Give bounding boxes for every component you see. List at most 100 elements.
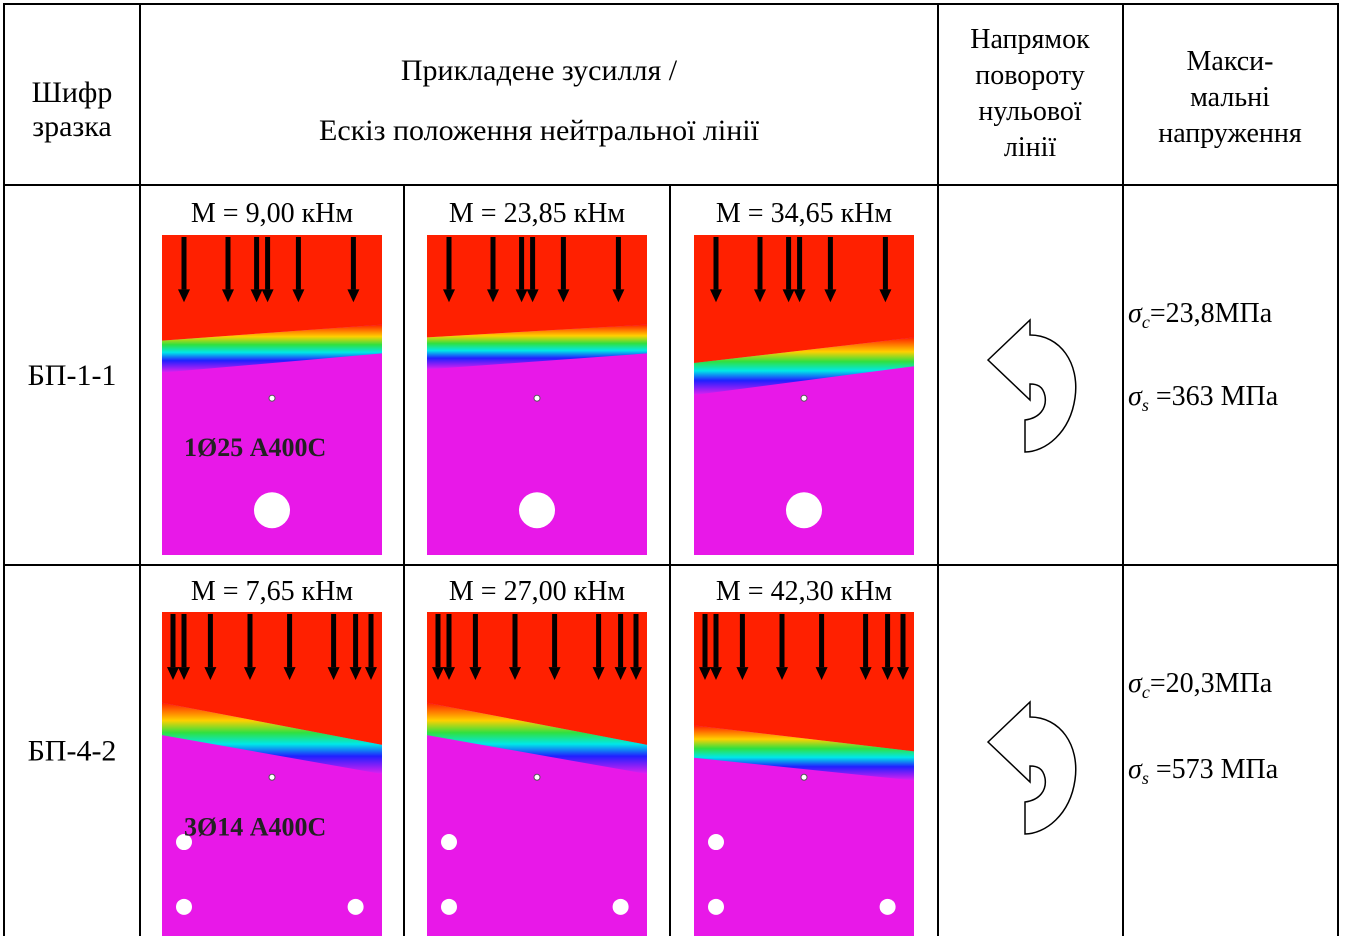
stress-symbol: σ: [1128, 668, 1143, 699]
arrow-head: [509, 667, 521, 681]
stress-image: [427, 612, 647, 936]
neutral-band: [694, 337, 914, 395]
arrow-head: [327, 667, 340, 681]
rebar: [786, 492, 822, 529]
arrow-head: [710, 289, 722, 303]
arrow-head: [283, 667, 296, 681]
grid: [3, 3, 1339, 936]
arrow-head: [204, 667, 217, 681]
arrow-head: [167, 667, 179, 681]
neutral-band: [427, 702, 647, 774]
arrow-head: [178, 289, 190, 303]
arrow-head: [897, 667, 909, 681]
neutral-band: [162, 702, 382, 774]
arrow-head: [347, 289, 360, 303]
moment-label: M = 27,00 кНм: [449, 576, 626, 607]
stress-value: =23,8МПа: [1150, 298, 1273, 329]
rebar: [708, 834, 724, 851]
arrow-head: [349, 667, 362, 681]
stress-symbol: σ: [1128, 754, 1143, 785]
arrow-head: [250, 289, 263, 303]
specimen-code: БП-1-1: [28, 359, 117, 392]
centroid: [268, 394, 276, 402]
stress-image: 3Ø14 А400С: [162, 612, 382, 936]
arrow-head: [222, 289, 234, 303]
arrow-head: [754, 289, 766, 303]
arrow-head: [699, 667, 711, 681]
arrow-head: [443, 667, 455, 681]
stress-image: 1Ø25 А400С: [162, 235, 382, 555]
header-text: Шифр: [32, 76, 113, 109]
centroid: [800, 773, 808, 781]
stress-image: [694, 612, 914, 936]
header-text: нульової: [978, 96, 1082, 127]
arrow-head: [736, 667, 749, 681]
max-stress: σc=20,3МПа: [1128, 668, 1273, 702]
arrow-head: [178, 667, 190, 681]
arrow-head: [815, 667, 828, 681]
arrow-head: [443, 289, 455, 303]
arrow-head: [557, 289, 570, 303]
neutral-band: [694, 725, 914, 781]
arrow-head: [782, 289, 795, 303]
stress-value: =363 МПа: [1149, 381, 1279, 412]
arrow-head: [793, 289, 806, 303]
stress-subscript: c: [1142, 312, 1150, 332]
specimen-code: БП-4-2: [28, 735, 117, 768]
arrow-head: [469, 667, 482, 681]
arrow-head: [630, 667, 642, 681]
stress-value: =573 МПа: [1149, 754, 1279, 785]
reinforcement-label: 1Ø25 А400С: [184, 433, 326, 462]
moment-label: M = 7,65 кНм: [191, 576, 354, 607]
arrow-head: [614, 667, 627, 681]
stress-image: [427, 235, 647, 555]
arrow-head: [859, 667, 872, 681]
header-text: мальні: [1190, 82, 1270, 113]
stress-symbol: σ: [1128, 381, 1143, 412]
max-stress: σc=23,8МПа: [1128, 298, 1273, 332]
header-text: Прикладене зусилля /: [401, 54, 678, 87]
rebar: [254, 492, 290, 529]
moment-label: M = 23,85 кНм: [449, 198, 626, 229]
arrow-head: [824, 289, 837, 303]
rebar: [176, 898, 192, 915]
header-text: лінії: [1004, 132, 1057, 163]
zone-compression: [694, 612, 914, 752]
moment-label: M = 34,65 кНм: [716, 198, 893, 229]
centroid: [268, 773, 276, 781]
header-text: Ескіз положення нейтральної лінії: [319, 114, 760, 147]
max-stress: σs =573 МПа: [1128, 754, 1279, 788]
header-text: напруження: [1158, 118, 1302, 149]
arrow-head: [261, 289, 274, 303]
centroid: [800, 394, 808, 402]
rebar: [347, 898, 364, 915]
zone-compression: [162, 235, 382, 341]
rotation-arrow: [986, 700, 1077, 835]
rebar: [879, 898, 896, 915]
arrow-head: [292, 289, 305, 303]
rebar: [708, 898, 724, 915]
zone-compression: [162, 612, 382, 745]
zone-compression: [427, 612, 647, 745]
moment-label: M = 42,30 кНм: [716, 576, 893, 607]
header-text: повороту: [975, 60, 1085, 91]
arrow-head: [776, 667, 788, 681]
neutral-band: [162, 324, 382, 373]
header-text: Напрямок: [970, 24, 1090, 55]
arrow-head: [365, 667, 377, 681]
centroid: [533, 773, 541, 781]
max-stress: σs =363 МПа: [1128, 381, 1279, 415]
stress-symbol: σ: [1128, 298, 1143, 329]
arrow-head: [432, 667, 444, 681]
arrow-head: [879, 289, 892, 303]
header-text: Макси-: [1187, 46, 1274, 77]
arrow-head: [487, 289, 499, 303]
rebar: [441, 898, 457, 915]
zone-compression: [427, 235, 647, 338]
arrow-head: [515, 289, 528, 303]
arrow-head: [612, 289, 625, 303]
header-text: зразка: [32, 110, 111, 143]
zone-compression: [694, 235, 914, 363]
